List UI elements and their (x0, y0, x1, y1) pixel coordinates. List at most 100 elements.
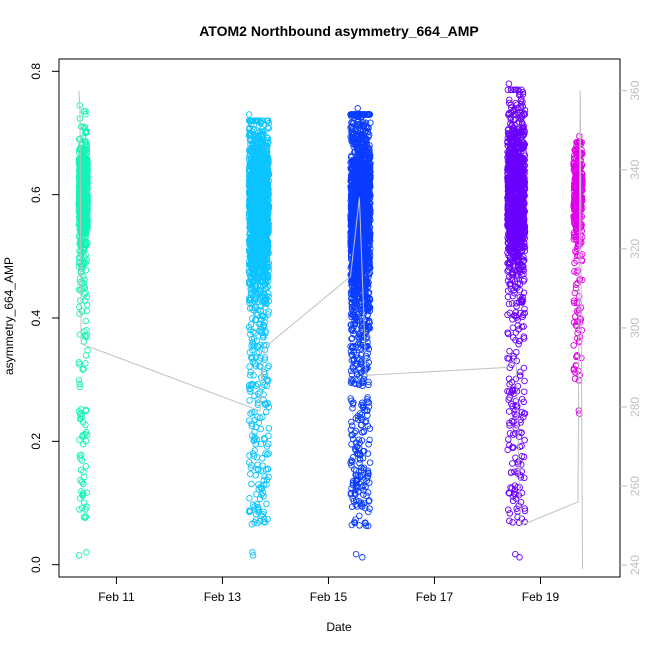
data-point (80, 499, 88, 507)
data-point (80, 146, 88, 154)
data-point (76, 146, 83, 153)
data-point (509, 460, 516, 467)
data-point (76, 380, 83, 388)
data-point (83, 128, 91, 135)
data-point (248, 420, 255, 427)
data-point (82, 506, 89, 513)
data-point (247, 470, 254, 478)
data-point (251, 117, 259, 124)
data-point (257, 374, 265, 381)
data-point (249, 339, 256, 346)
data-point (356, 522, 363, 529)
data-point (354, 105, 361, 112)
data-point (261, 354, 269, 361)
data-point (77, 451, 85, 459)
data-point (359, 554, 366, 561)
data-point (506, 517, 513, 525)
data-point (365, 508, 372, 516)
data-point (257, 323, 264, 331)
data-point (78, 478, 86, 486)
data-point (77, 144, 85, 152)
data-point (520, 388, 528, 395)
data-point (250, 436, 258, 444)
data-point (350, 466, 358, 473)
data-point (512, 99, 519, 107)
data-point (76, 455, 84, 462)
data-point (79, 156, 86, 163)
data-point (75, 286, 83, 293)
data-point (82, 359, 89, 367)
data-point (78, 240, 86, 247)
data-point (247, 287, 255, 294)
data-point (246, 363, 253, 370)
data-point (82, 266, 90, 274)
data-point (82, 406, 90, 414)
data-point (265, 403, 273, 411)
data-point (263, 382, 271, 390)
data-point (254, 503, 261, 511)
data-point (75, 159, 83, 167)
data-point (264, 400, 271, 408)
data-point (518, 442, 525, 450)
data-point (263, 341, 270, 349)
data-point (77, 297, 84, 304)
data-point (265, 308, 272, 315)
points-layer (75, 80, 586, 561)
data-point (247, 388, 254, 395)
data-point (76, 259, 84, 266)
data-point (83, 332, 91, 339)
data-point (76, 215, 83, 222)
data-point (251, 141, 259, 149)
data-point (76, 495, 84, 502)
data-point (245, 111, 253, 118)
data-point (265, 432, 272, 440)
data-point (83, 179, 90, 187)
data-point (265, 290, 272, 297)
data-point (78, 261, 86, 268)
data-point (76, 506, 83, 513)
data-point (82, 289, 89, 296)
data-point (80, 338, 88, 345)
data-point (76, 208, 83, 216)
data-point (257, 440, 265, 448)
data-point (76, 477, 84, 484)
data-point (75, 185, 83, 192)
data-point (263, 136, 271, 144)
data-point (76, 278, 84, 286)
data-point (258, 313, 266, 320)
chart-title: ATOM2 Northbound asymmetry_664_AMP (199, 23, 479, 39)
data-point (76, 135, 83, 143)
data-point (252, 472, 260, 479)
data-point (264, 451, 271, 458)
data-point (83, 549, 90, 556)
data-point (83, 213, 91, 220)
data-point (248, 409, 256, 416)
data-point (82, 225, 89, 232)
data-point (246, 397, 253, 404)
data-point (84, 206, 91, 213)
data-point (82, 234, 89, 242)
data-point (75, 255, 83, 262)
data-point (261, 435, 268, 443)
data-point (77, 466, 85, 474)
data-point (255, 349, 263, 356)
data-point (84, 185, 91, 193)
data-point (366, 459, 374, 466)
data-point (82, 352, 90, 359)
data-point (82, 463, 90, 470)
data-point (76, 310, 83, 317)
data-point (75, 303, 83, 311)
data-point (264, 311, 272, 318)
data-point (83, 210, 91, 218)
data-point (257, 320, 264, 328)
data-point (83, 431, 91, 439)
data-point (76, 287, 84, 294)
data-point (77, 406, 85, 413)
data-point (248, 315, 256, 322)
data-point (246, 495, 253, 502)
data-point (82, 428, 90, 436)
data-point (265, 362, 272, 370)
data-point (76, 331, 84, 338)
data-point (252, 516, 260, 523)
